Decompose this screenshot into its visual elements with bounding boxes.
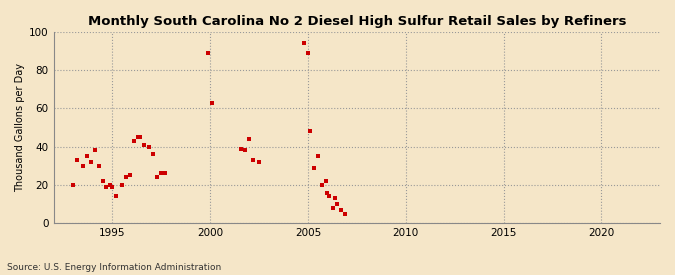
Point bbox=[160, 171, 171, 176]
Point bbox=[148, 152, 159, 156]
Point bbox=[82, 154, 92, 158]
Point bbox=[332, 202, 343, 206]
Point bbox=[152, 175, 163, 180]
Point bbox=[202, 51, 213, 55]
Point bbox=[93, 164, 104, 168]
Point bbox=[72, 158, 82, 162]
Point bbox=[335, 208, 346, 212]
Point bbox=[89, 148, 100, 153]
Point bbox=[330, 196, 341, 200]
Point bbox=[308, 166, 319, 170]
Point bbox=[78, 164, 88, 168]
Point bbox=[107, 185, 117, 189]
Point bbox=[68, 183, 78, 187]
Point bbox=[322, 190, 333, 195]
Point bbox=[304, 129, 315, 134]
Point bbox=[328, 206, 339, 210]
Point bbox=[101, 185, 112, 189]
Point bbox=[340, 211, 350, 216]
Point bbox=[248, 158, 259, 162]
Point bbox=[132, 135, 143, 139]
Point bbox=[313, 154, 323, 158]
Point bbox=[128, 139, 139, 143]
Point bbox=[207, 100, 217, 105]
Point bbox=[138, 142, 149, 147]
Point bbox=[320, 179, 331, 183]
Point bbox=[105, 183, 116, 187]
Point bbox=[156, 171, 167, 176]
Point bbox=[134, 135, 145, 139]
Point bbox=[86, 160, 97, 164]
Title: Monthly South Carolina No 2 Diesel High Sulfur Retail Sales by Refiners: Monthly South Carolina No 2 Diesel High … bbox=[88, 15, 626, 28]
Point bbox=[302, 51, 313, 55]
Point bbox=[124, 173, 135, 178]
Point bbox=[144, 144, 155, 149]
Point bbox=[111, 194, 122, 199]
Point bbox=[254, 160, 265, 164]
Point bbox=[236, 146, 247, 151]
Text: Source: U.S. Energy Information Administration: Source: U.S. Energy Information Administ… bbox=[7, 263, 221, 272]
Point bbox=[117, 183, 128, 187]
Point bbox=[316, 183, 327, 187]
Point bbox=[298, 41, 309, 46]
Point bbox=[324, 194, 335, 199]
Point bbox=[240, 148, 250, 153]
Point bbox=[97, 179, 108, 183]
Point bbox=[244, 137, 254, 141]
Y-axis label: Thousand Gallons per Day: Thousand Gallons per Day bbox=[15, 63, 25, 192]
Point bbox=[121, 175, 132, 180]
